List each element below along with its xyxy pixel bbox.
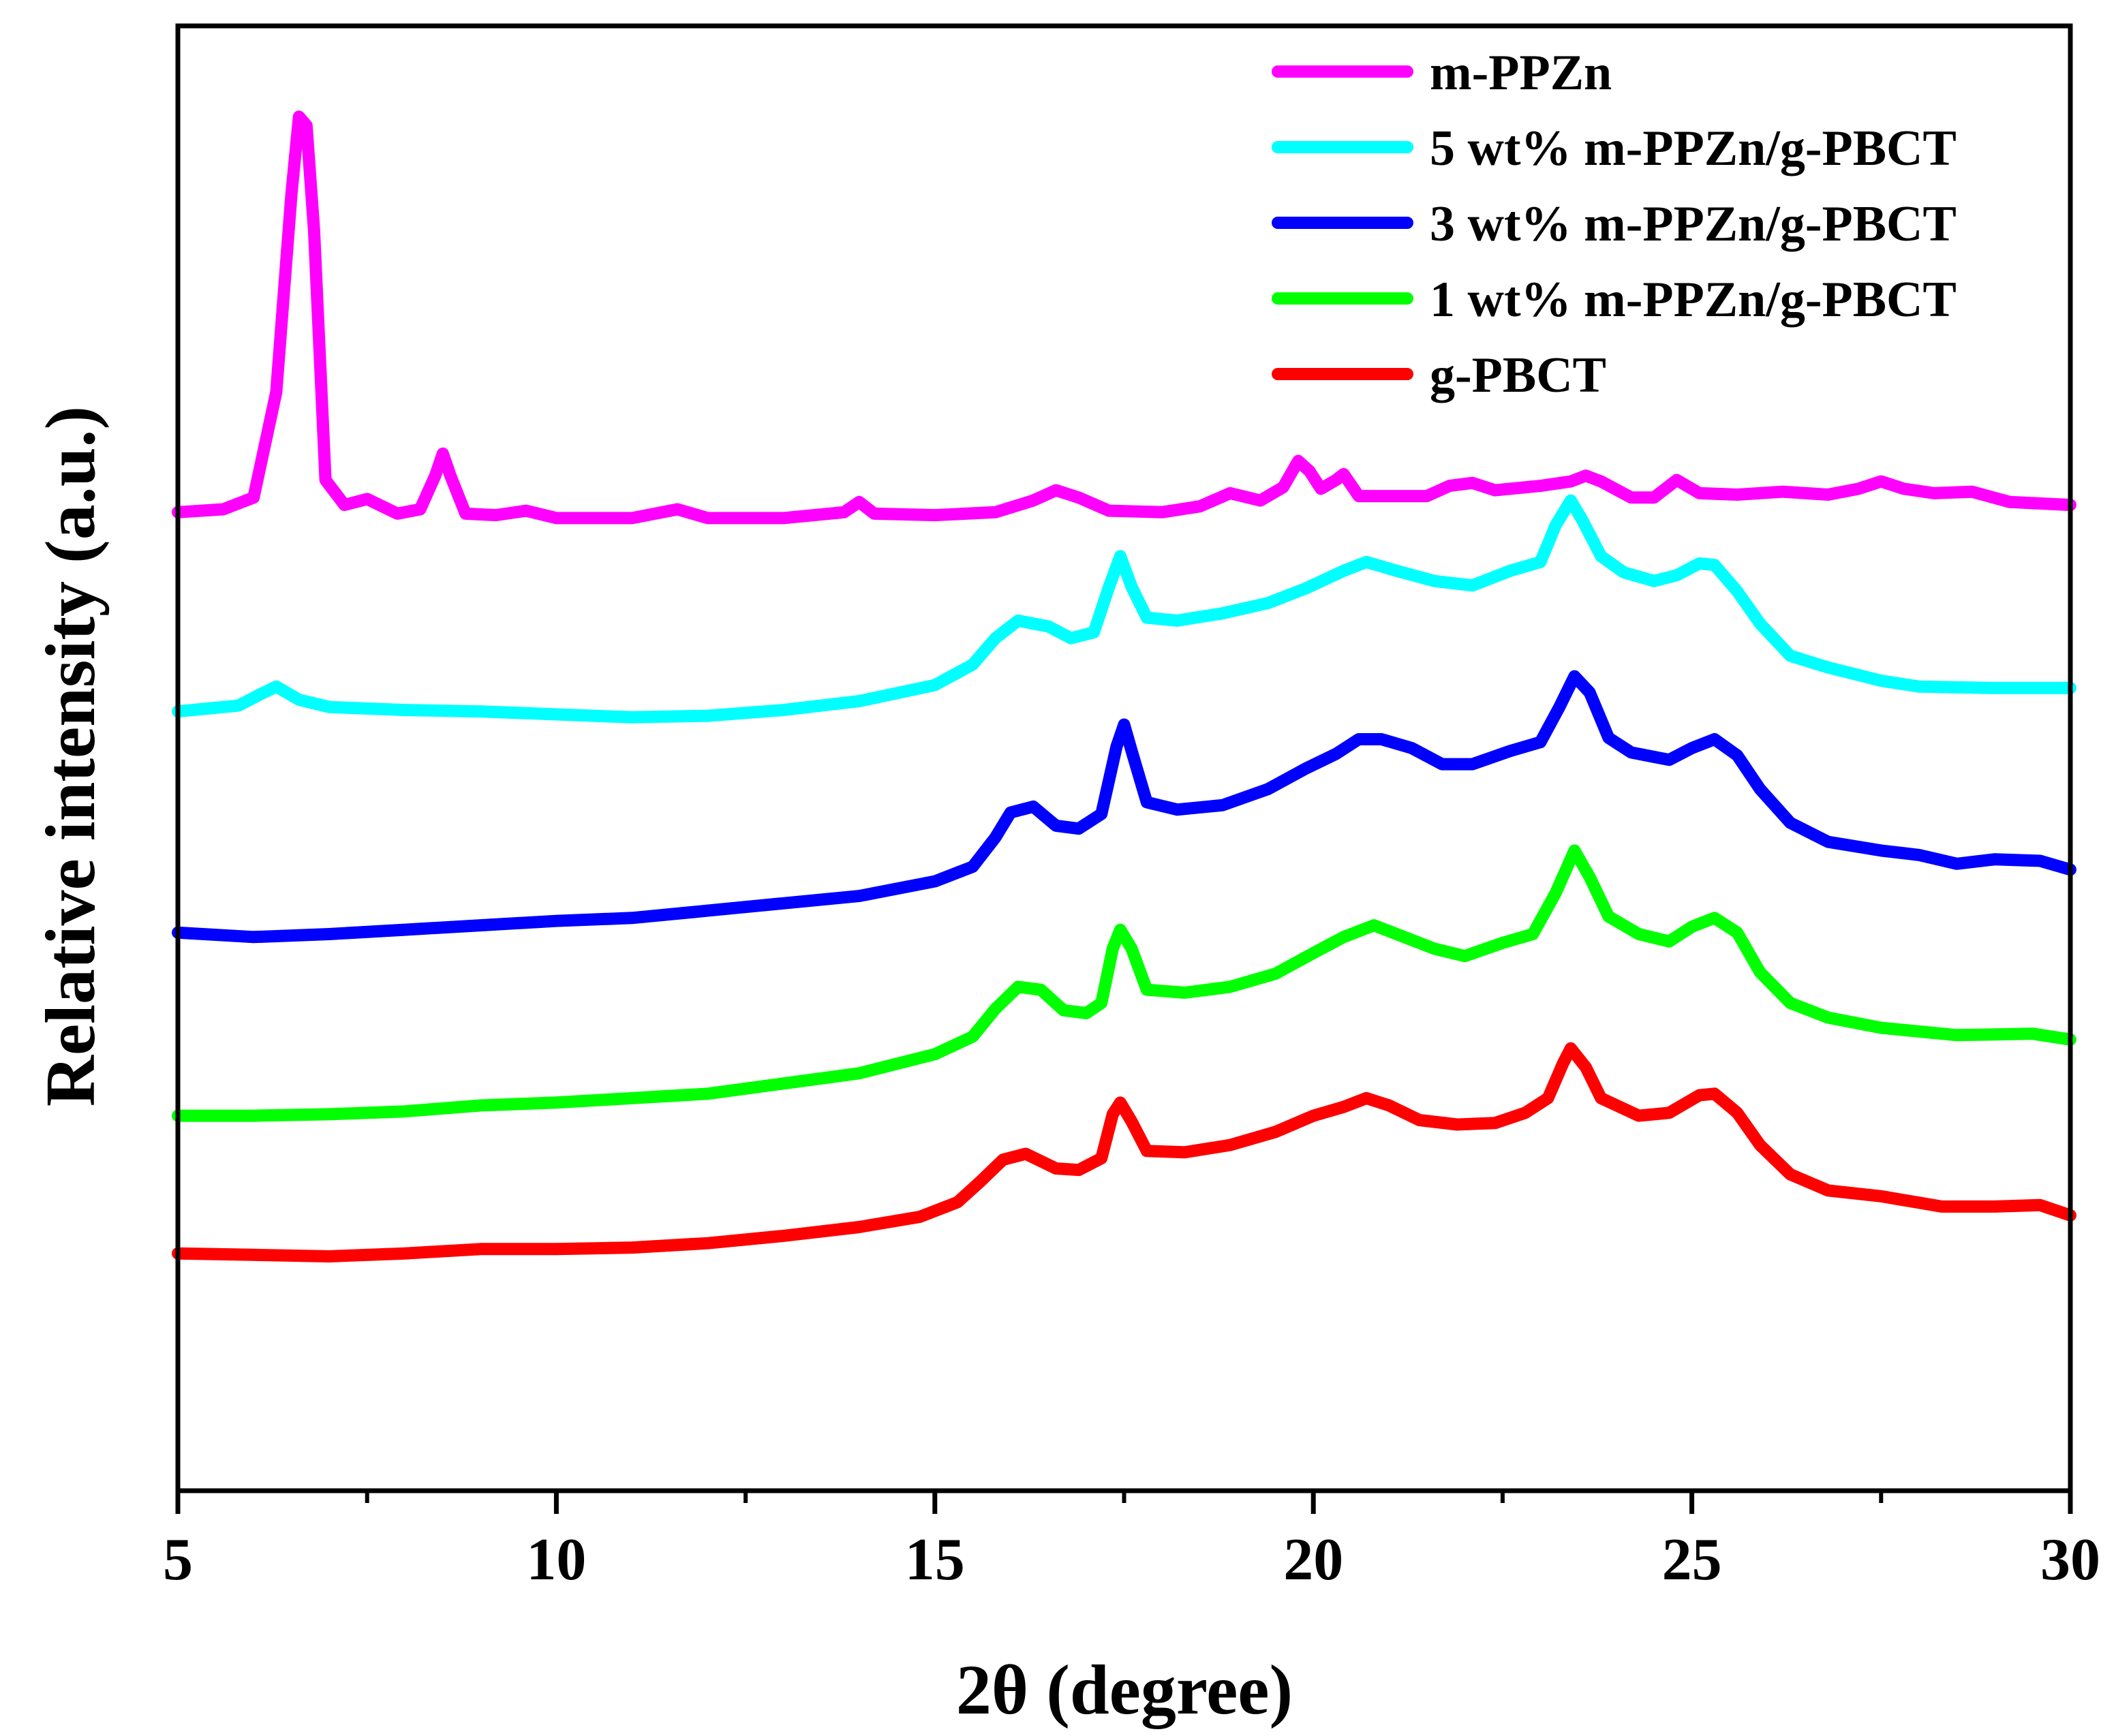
series-line-4 [172, 1042, 2076, 1262]
legend-label-2: 3 wt% m-PPZn/g-PBCT [1430, 196, 1957, 252]
legend-label-4: g-PBCT [1430, 347, 1606, 403]
x-axis: 5 10 15 20 25 30 [163, 1491, 2100, 1593]
x-axis-title: 2θ (degree) [956, 1651, 1293, 1729]
x-tick-label-0: 5 [163, 1527, 193, 1593]
x-tick-label-5: 30 [2040, 1527, 2100, 1593]
x-tick-label-3: 20 [1283, 1527, 1343, 1593]
legend: m-PPZn 5 wt% m-PPZn/g-PBCT 3 wt% m-PPZn/g-… [1272, 45, 1957, 403]
legend-label-0: m-PPZn [1430, 45, 1612, 101]
legend-label-3: 1 wt% m-PPZn/g-PBCT [1430, 272, 1957, 328]
x-tick-label-4: 25 [1662, 1527, 1722, 1593]
series-line-0 [172, 110, 2076, 525]
x-tick-label-2: 15 [905, 1527, 965, 1593]
series-line-3 [172, 844, 2076, 1122]
y-axis-title: Relative intensity (a.u.) [31, 406, 110, 1106]
series-line-1 [172, 494, 2076, 724]
series-layer [172, 110, 2076, 1262]
series-line-2 [172, 670, 2076, 944]
x-tick-label-1: 10 [526, 1527, 586, 1593]
legend-label-1: 5 wt% m-PPZn/g-PBCT [1430, 121, 1957, 176]
